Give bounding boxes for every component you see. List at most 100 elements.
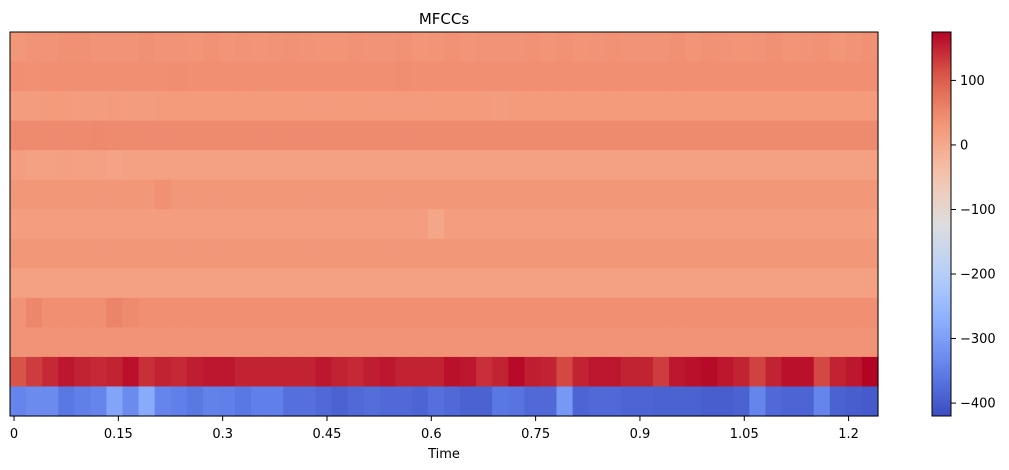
heatmap-cell <box>636 91 654 122</box>
heatmap-cell <box>411 386 429 417</box>
heatmap-cell <box>427 91 445 122</box>
heatmap-cell <box>42 209 59 240</box>
heatmap-cell <box>299 238 317 269</box>
heatmap-cell <box>170 327 188 358</box>
heatmap-cell <box>363 32 381 63</box>
heatmap-cell <box>845 120 863 151</box>
heatmap-cell <box>572 179 590 210</box>
heatmap-cell <box>540 91 558 122</box>
heatmap-cell <box>10 297 27 328</box>
heatmap-cell <box>588 179 606 210</box>
heatmap-cell <box>636 327 654 358</box>
heatmap-cell <box>524 297 542 328</box>
heatmap-cell <box>395 356 413 388</box>
heatmap-cell <box>749 32 767 63</box>
colorbar <box>931 31 952 417</box>
heatmap-cell <box>861 150 879 181</box>
heatmap-cell <box>186 179 204 210</box>
heatmap-cell <box>685 327 702 358</box>
heatmap-cell <box>508 356 525 388</box>
heatmap-cell <box>572 297 590 328</box>
x-tick-label: 0.45 <box>313 427 342 442</box>
heatmap-cell <box>620 32 638 63</box>
heatmap-cell <box>186 356 204 388</box>
heatmap-cell <box>652 327 670 358</box>
heatmap-cell <box>460 297 477 328</box>
heatmap-cell <box>10 179 27 210</box>
heatmap-cell <box>669 120 686 151</box>
heatmap-cell <box>861 61 879 92</box>
heatmap-cell <box>154 327 172 358</box>
x-tick-label: 1.2 <box>838 427 859 442</box>
heatmap-cell <box>10 238 27 269</box>
heatmap-cell <box>363 150 381 181</box>
heatmap-cell <box>829 386 847 417</box>
heatmap-cell <box>717 268 734 299</box>
heatmap-cell <box>781 356 799 388</box>
heatmap-cell <box>106 238 124 269</box>
heatmap-cell <box>845 297 863 328</box>
heatmap-cell <box>492 327 509 358</box>
heatmap-cell <box>588 327 606 358</box>
heatmap-cell <box>572 386 590 417</box>
heatmap-cell <box>42 356 59 388</box>
heatmap-cell <box>138 238 156 269</box>
heatmap-cell <box>588 238 606 269</box>
heatmap-cell <box>460 179 477 210</box>
heatmap-cell <box>733 179 751 210</box>
heatmap-cell <box>427 150 445 181</box>
heatmap-cell <box>508 91 525 122</box>
heatmap-cell <box>556 268 574 299</box>
heatmap-cell <box>685 120 702 151</box>
heatmap-cell <box>395 238 413 269</box>
heatmap-cell <box>845 61 863 92</box>
heatmap-cell <box>26 386 43 417</box>
heatmap-cell <box>122 268 140 299</box>
heatmap-cell <box>331 150 349 181</box>
heatmap-cell <box>540 386 558 417</box>
heatmap-cell <box>90 91 108 122</box>
heatmap-cell <box>669 327 686 358</box>
heatmap-cell <box>58 268 75 299</box>
heatmap-cell <box>315 179 333 210</box>
heatmap-cell <box>10 209 27 240</box>
heatmap-cell <box>669 238 686 269</box>
heatmap-cell <box>267 327 284 358</box>
heatmap-cell <box>186 32 204 63</box>
heatmap-cell <box>122 209 140 240</box>
heatmap-cell <box>572 268 590 299</box>
heatmap-cell <box>267 386 284 417</box>
heatmap-cell <box>829 150 847 181</box>
heatmap-cell <box>460 209 477 240</box>
heatmap-cell <box>444 61 461 92</box>
heatmap-cell <box>26 179 43 210</box>
heatmap-cell <box>122 327 140 358</box>
heatmap-cell <box>202 32 220 63</box>
heatmap-cell <box>58 238 75 269</box>
heatmap-cell <box>861 297 879 328</box>
heatmap-cell <box>636 32 654 63</box>
heatmap-cell <box>154 32 172 63</box>
heatmap-cell <box>170 91 188 122</box>
heatmap-cell <box>556 356 574 388</box>
heatmap-cell <box>572 32 590 63</box>
heatmap-cell <box>154 297 172 328</box>
heatmap-cell <box>74 150 91 181</box>
heatmap-cell <box>267 268 284 299</box>
heatmap-cell <box>347 91 365 122</box>
heatmap-cell <box>524 61 542 92</box>
heatmap-cell <box>186 120 204 151</box>
heatmap-cell <box>74 61 91 92</box>
heatmap-cell <box>299 297 317 328</box>
heatmap-cell <box>283 209 300 240</box>
heatmap-cell <box>636 356 654 388</box>
heatmap-cell <box>411 327 429 358</box>
heatmap-cell <box>813 179 831 210</box>
heatmap-cell <box>476 238 493 269</box>
heatmap-cell <box>379 120 397 151</box>
heatmap-cell <box>74 268 91 299</box>
heatmap-cell <box>717 32 734 63</box>
heatmap-cell <box>701 327 718 358</box>
heatmap-cell <box>492 386 509 417</box>
heatmap-cell <box>508 268 525 299</box>
